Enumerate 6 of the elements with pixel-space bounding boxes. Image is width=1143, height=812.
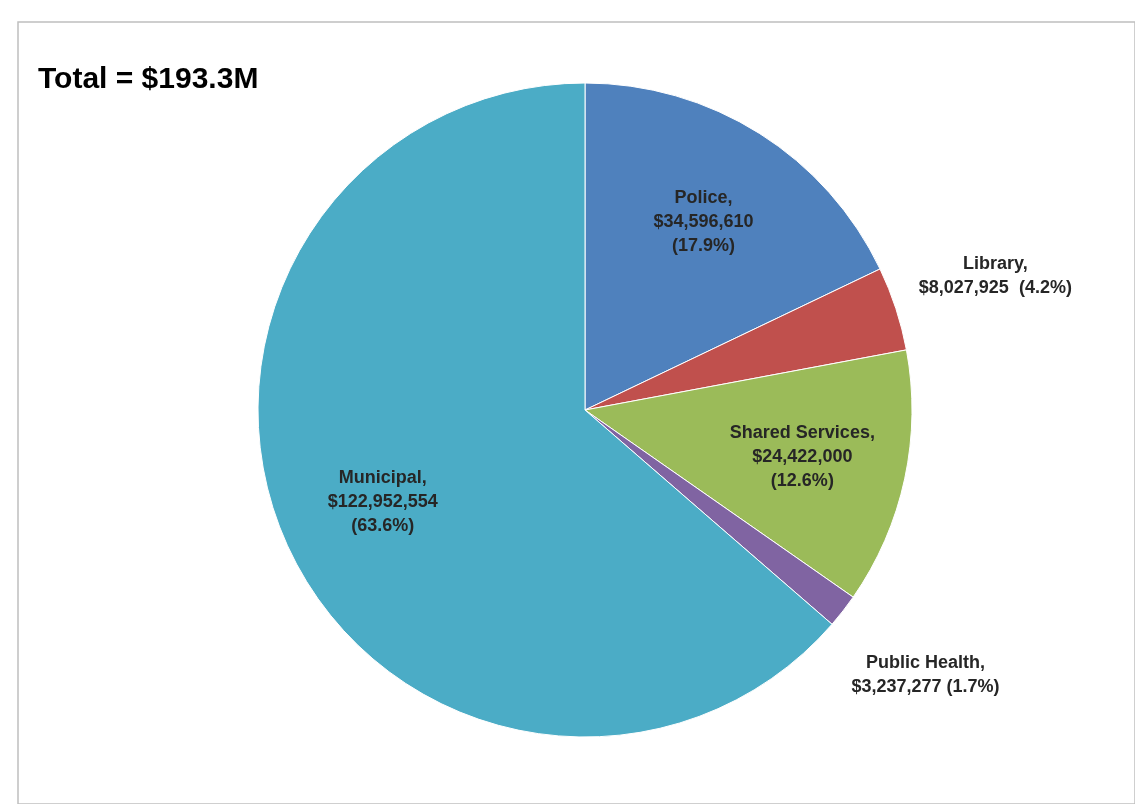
slice-label: Municipal, $122,952,554 (63.6%) [327, 467, 438, 536]
slice-label: Police, $34,596,610 (17.9%) [653, 186, 754, 255]
slice-label: Public Health, $3,237,277 (1.7%) [851, 652, 1000, 697]
slice-label: Shared Services, $24,422,000 (12.6%) [729, 421, 875, 490]
slice-label: Library, $8,027,925 (4.2%) [918, 252, 1072, 297]
chart-title: Total = $193.3M [38, 61, 259, 94]
